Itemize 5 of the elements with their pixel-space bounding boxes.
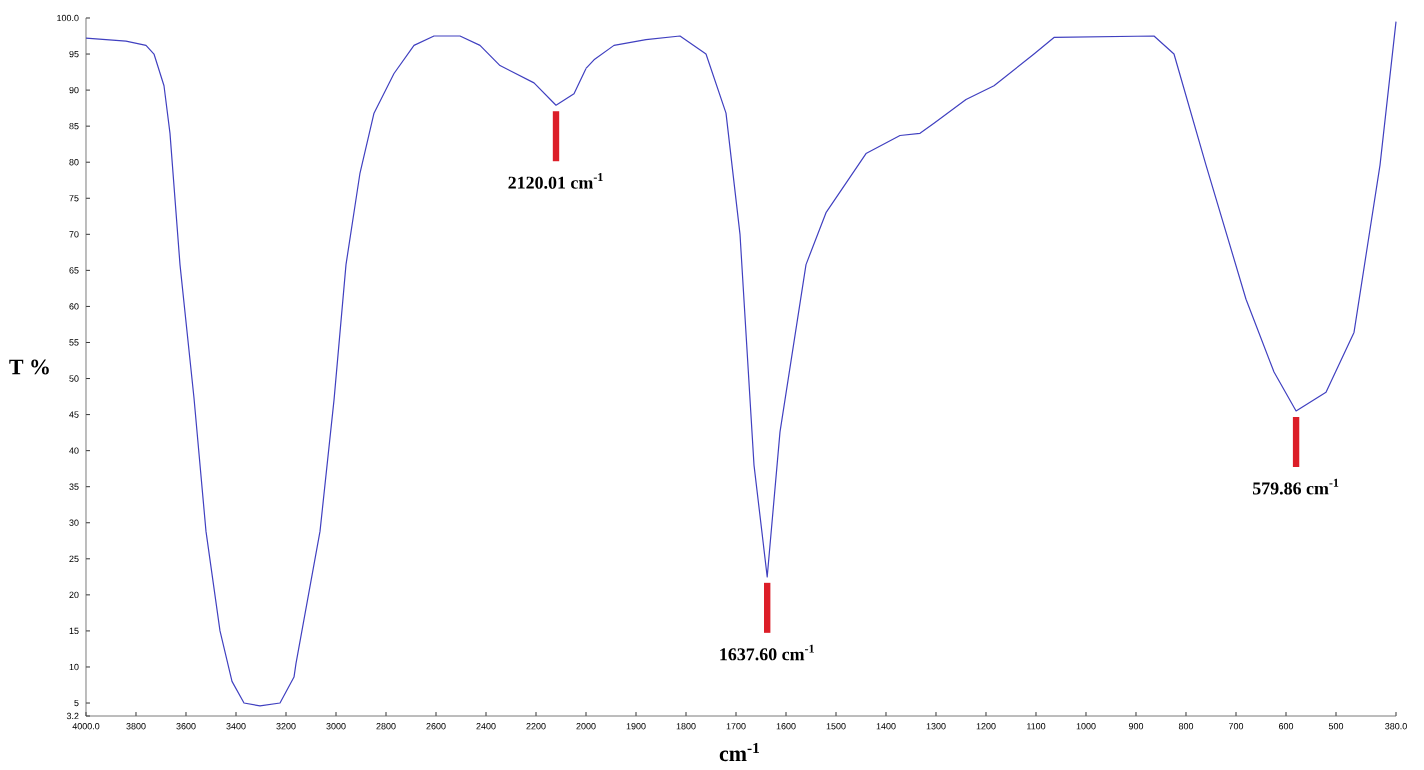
annotation: 579.86 cm$^{-1}$ bbox=[1252, 478, 1339, 495]
annotation: 2120.01 cm$^{-1}$ bbox=[508, 173, 603, 189]
annotation: 1637.60 cm$^{-1}$ bbox=[720, 644, 814, 661]
x-axis-title: cm$^{-1}$ bbox=[719, 742, 759, 762]
y-axis-title: T % bbox=[9, 359, 49, 375]
